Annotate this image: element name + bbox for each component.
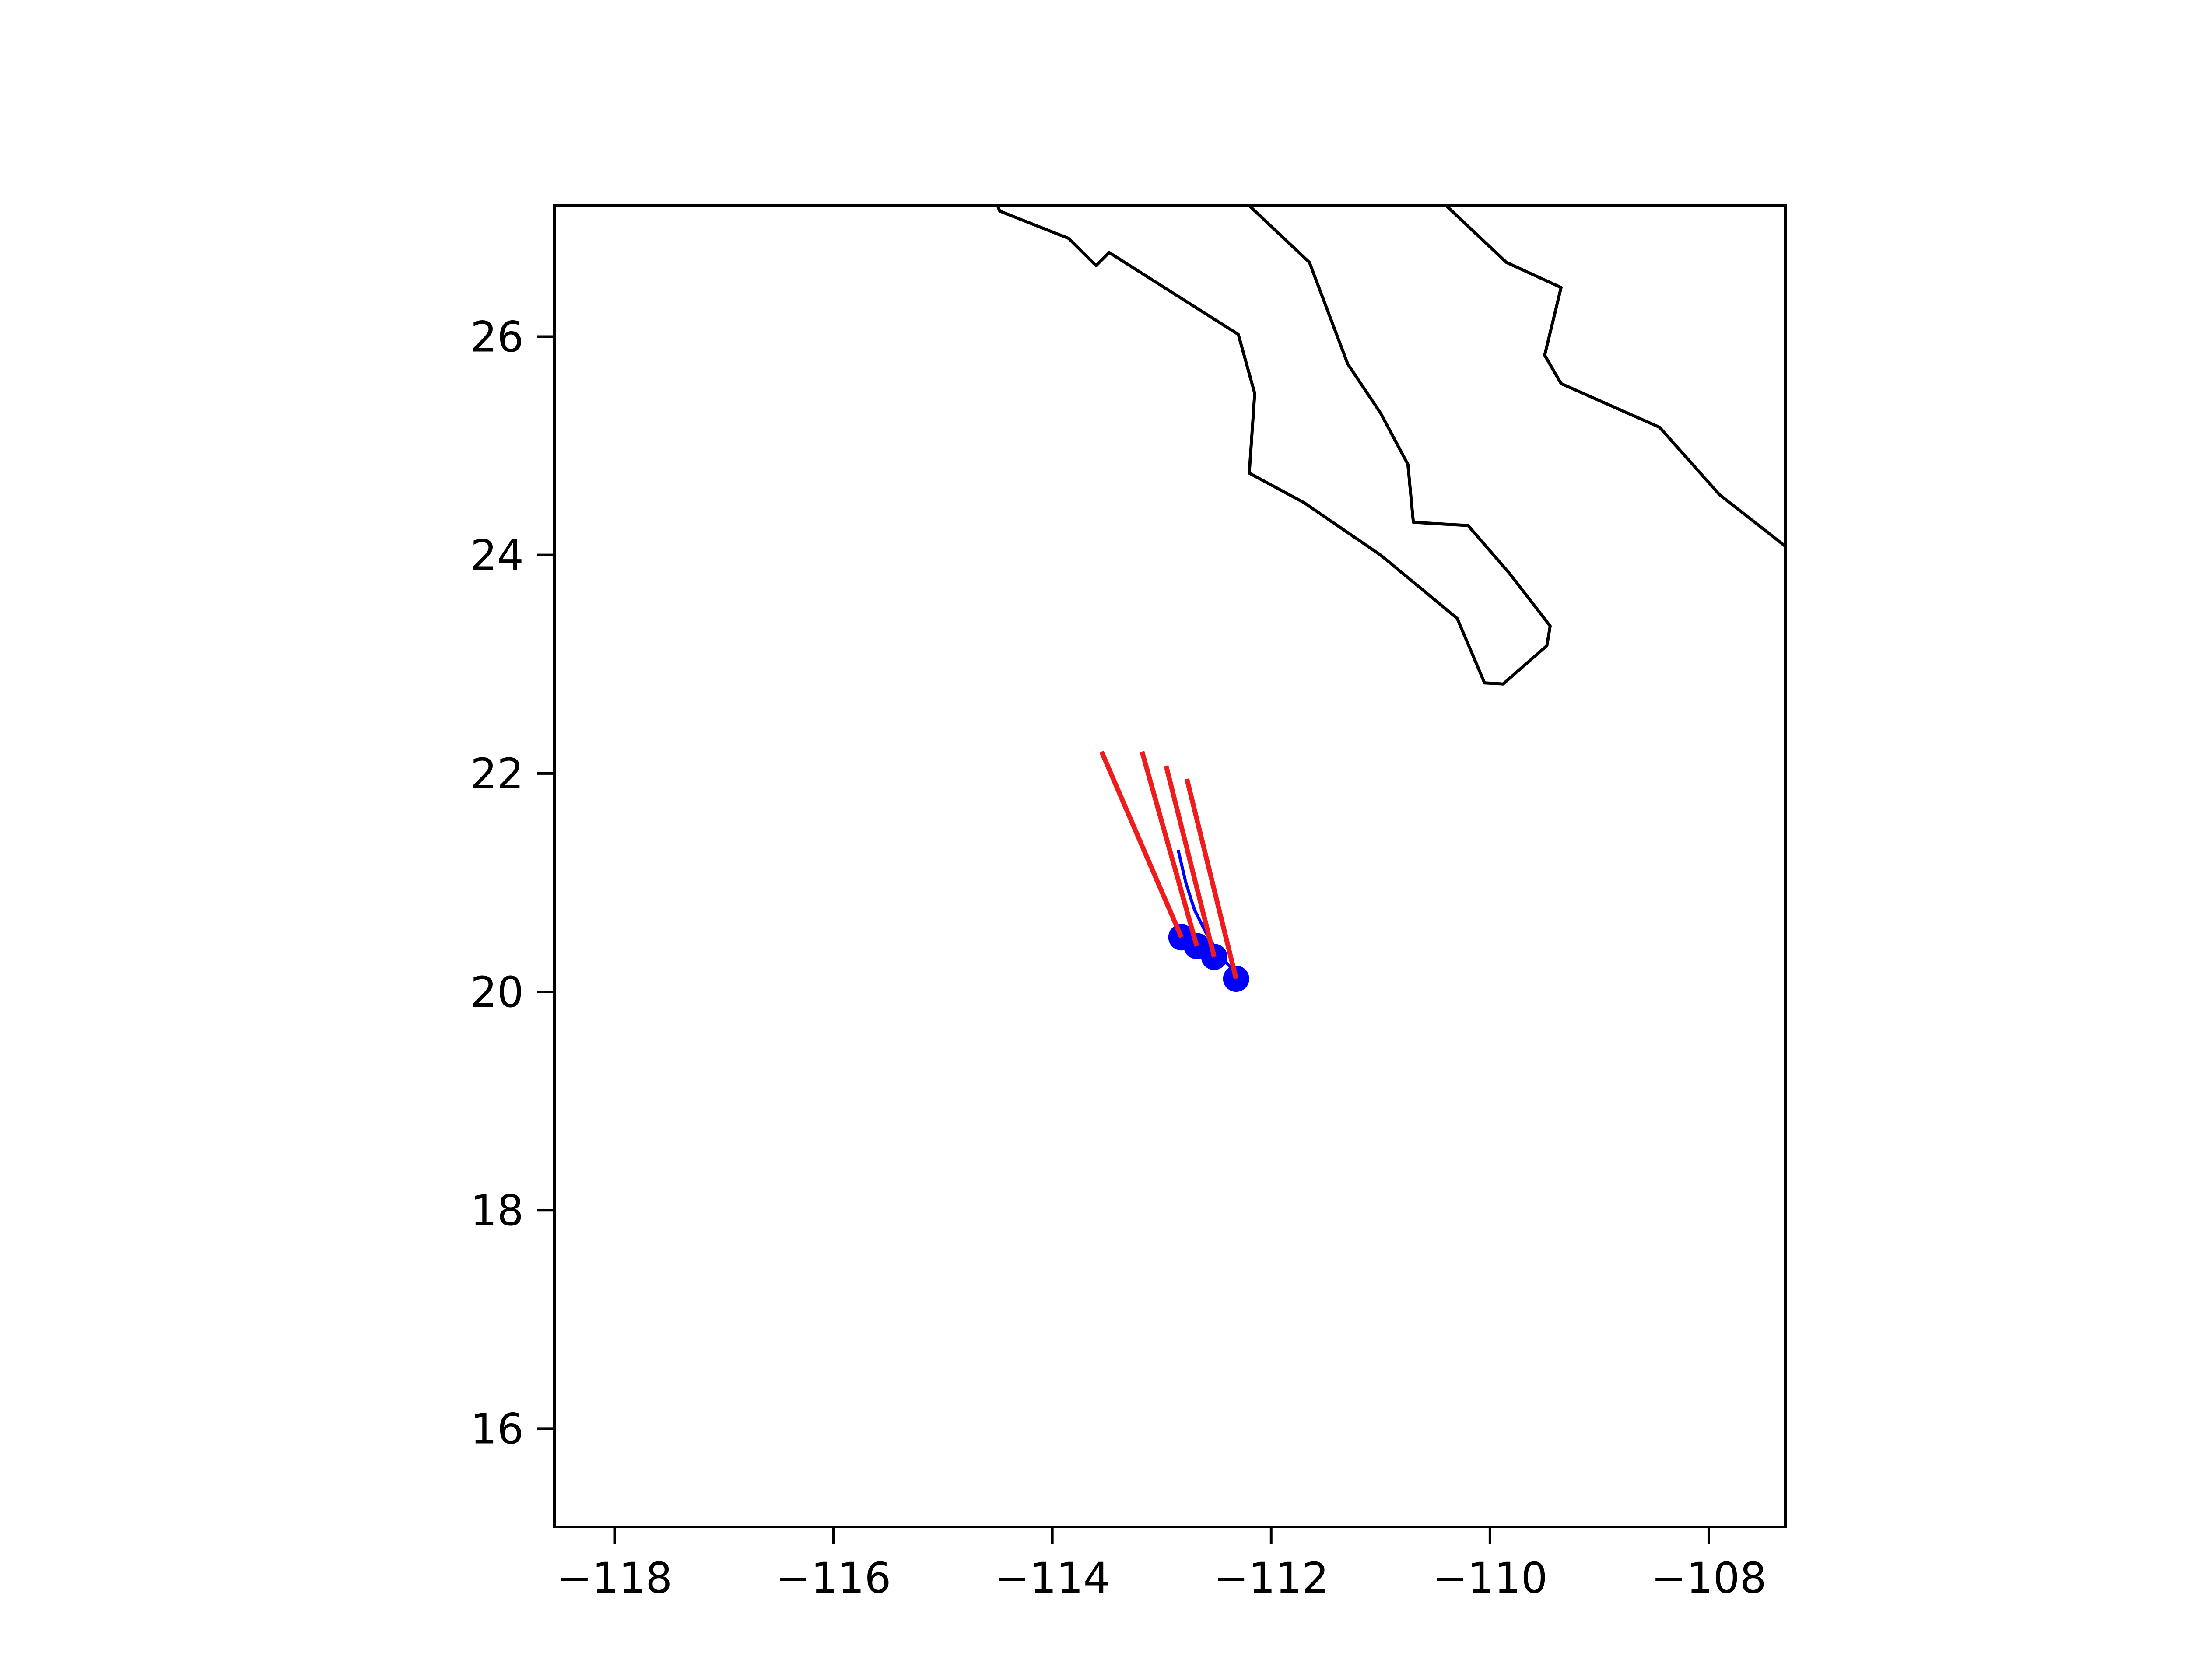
y-tick-label: 24	[470, 531, 524, 580]
x-axis: −118 −116 −114 −112 −110 −108	[557, 1527, 1767, 1603]
x-tick-label: −112	[1213, 1554, 1329, 1603]
vector-line-3	[1164, 765, 1217, 958]
y-tick-label: 20	[470, 968, 524, 1017]
vector-line-2	[1140, 751, 1199, 947]
y-tick-label: 26	[470, 313, 524, 362]
x-tick-label: −108	[1651, 1554, 1767, 1603]
x-tick-label: −110	[1432, 1554, 1548, 1603]
y-tick-label: 22	[470, 749, 524, 798]
y-tick-label: 16	[470, 1404, 524, 1453]
coastline-2	[1445, 206, 1785, 548]
y-axis: 16 18 20 22 24 26	[470, 313, 554, 1453]
plot-area	[996, 206, 1785, 992]
x-tick-label: −116	[776, 1554, 891, 1603]
coastline-1	[996, 206, 1552, 686]
vector-line-1	[1099, 750, 1184, 938]
axes-frame	[553, 204, 1787, 1528]
x-tick-label: −118	[557, 1554, 673, 1603]
x-tick-label: −114	[995, 1554, 1110, 1603]
y-tick-label: 18	[470, 1186, 524, 1235]
vector-line-4	[1184, 778, 1239, 980]
